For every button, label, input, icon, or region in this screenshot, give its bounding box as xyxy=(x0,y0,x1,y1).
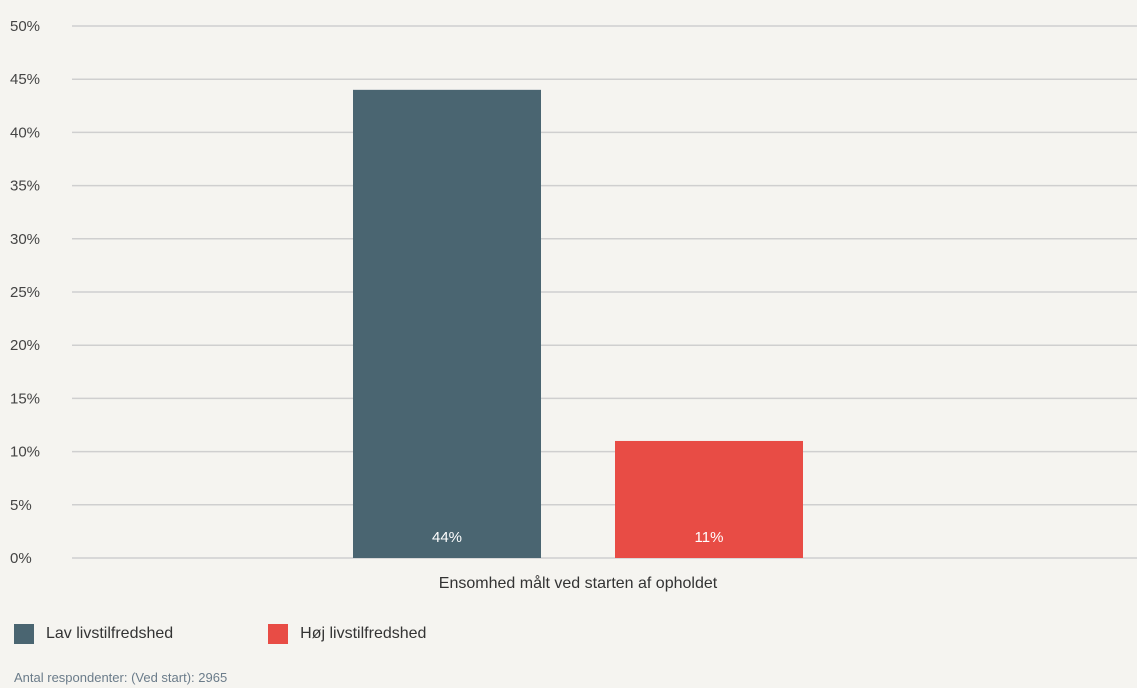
y-tick-label: 40% xyxy=(10,124,40,141)
legend-swatch-hoj xyxy=(268,624,289,644)
legend-item-hoj: Høj livstilfredshed xyxy=(268,624,426,644)
x-category-label: Ensomhed målt ved starten af opholdet xyxy=(439,574,718,592)
bar-hoj xyxy=(615,440,803,558)
respondent-footnote: Antal respondenter: (Ved start): 2965 xyxy=(14,670,228,685)
y-tick-label: 25% xyxy=(10,284,40,301)
y-tick-label: 30% xyxy=(10,231,40,248)
legend: Lav livstilfredshed Høj livstilfredshed xyxy=(14,624,426,644)
y-tick-label: 15% xyxy=(10,390,40,407)
y-tick-label: 5% xyxy=(10,497,32,514)
legend-label-lav: Lav livstilfredshed xyxy=(46,625,174,642)
legend-label-hoj: Høj livstilfredshed xyxy=(300,625,427,642)
y-tick-label: 10% xyxy=(10,444,40,461)
gridlines xyxy=(72,25,1137,559)
bar-chart: 0% 5% 10% 15% 20% 25% 30% 35% 40% 45% 50% 44% 11% E… xyxy=(10,18,1137,592)
y-axis-ticks: 0% 5% 10% 15% 20% 25% 30% 35% 40% 45% 50% xyxy=(10,18,40,567)
bar-lav xyxy=(353,89,541,558)
legend-swatch-lav xyxy=(14,624,34,644)
data-labels: 44% 11% xyxy=(432,529,723,546)
data-label-hoj: 11% xyxy=(695,529,724,546)
bars xyxy=(353,89,803,558)
data-label-lav: 44% xyxy=(432,529,462,546)
y-tick-label: 50% xyxy=(10,18,40,35)
y-tick-label: 20% xyxy=(10,337,40,354)
y-tick-label: 35% xyxy=(10,178,40,195)
y-tick-label: 0% xyxy=(10,550,32,567)
y-tick-label: 45% xyxy=(10,71,40,88)
legend-item-lav: Lav livstilfredshed xyxy=(14,624,173,644)
